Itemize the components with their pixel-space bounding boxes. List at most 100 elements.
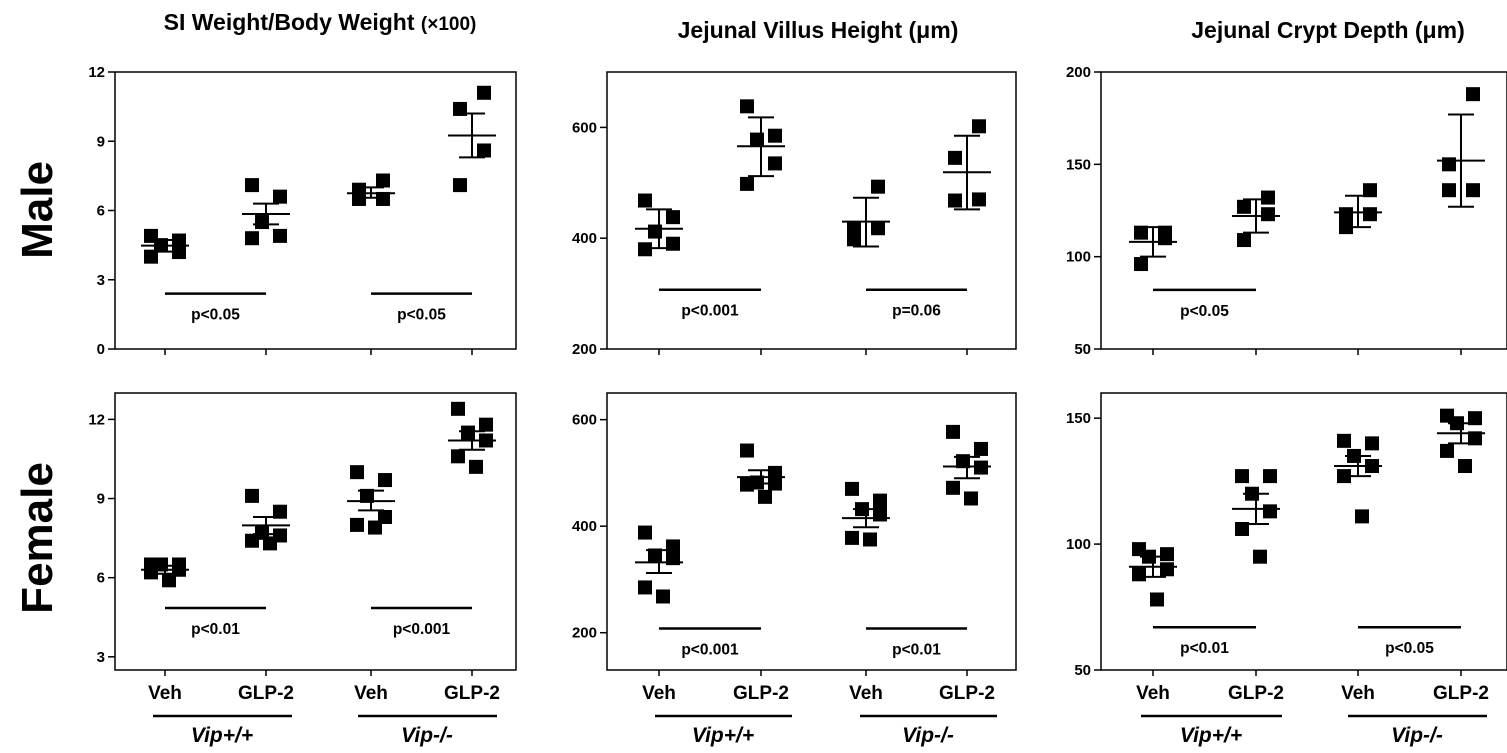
y-tick-label: 200 [572, 625, 597, 642]
data-point [845, 530, 859, 545]
data-point [1237, 199, 1251, 214]
data-point [1337, 469, 1351, 484]
data-point [758, 489, 772, 504]
data-point [1468, 411, 1482, 426]
data-point [1337, 433, 1351, 448]
y-tick-label: 3 [97, 272, 105, 289]
data-point [740, 477, 754, 492]
data-point [144, 565, 158, 580]
data-point [1261, 207, 1275, 222]
data-point [368, 520, 382, 535]
data-point [144, 249, 158, 264]
data-point [245, 178, 259, 193]
chart-panel: 0 3 6 9 12 p<0.05 p<0.05 [88, 64, 517, 358]
data-point [1263, 504, 1277, 519]
genotype-label: Vip+/+ [692, 724, 754, 747]
data-point [847, 221, 861, 236]
y-tick-label: 150 [1066, 410, 1091, 427]
data-point [162, 573, 176, 588]
data-point [964, 491, 978, 506]
data-point [245, 488, 259, 503]
data-point [1134, 225, 1148, 240]
plot-frame [1100, 392, 1507, 671]
data-point [946, 480, 960, 495]
data-point [972, 192, 986, 207]
data-point [1160, 562, 1174, 577]
data-point [768, 156, 782, 171]
category-label: Veh [1341, 683, 1375, 704]
y-tick-label: 400 [572, 518, 597, 535]
data-point [871, 221, 885, 236]
data-point [1237, 233, 1251, 248]
y-tick-label: 50 [1074, 341, 1091, 358]
y-tick-label: 100 [1066, 536, 1091, 553]
category-label: GLP-2 [444, 683, 500, 704]
data-point [1261, 190, 1275, 205]
data-point [263, 536, 277, 551]
data-point [477, 143, 491, 158]
data-point [479, 417, 493, 432]
column-title-si-weight: SI Weight/Body Weight (×100) [164, 9, 477, 35]
data-point [477, 85, 491, 100]
category-label: Veh [148, 683, 182, 704]
data-point [1134, 257, 1148, 272]
y-tick-label: 200 [572, 341, 597, 358]
y-tick-label: 12 [88, 64, 105, 81]
data-point [451, 401, 465, 416]
chart-panel: 50 100 150 200 p<0.05 [1066, 64, 1507, 358]
y-tick-label: 400 [572, 230, 597, 247]
category-label: GLP-2 [1433, 683, 1489, 704]
data-point [948, 150, 962, 165]
p-value-label: p<0.01 [892, 641, 941, 658]
y-tick-label: 9 [97, 133, 105, 150]
data-point [847, 232, 861, 247]
y-tick-label: 600 [572, 412, 597, 429]
plot-frame [114, 392, 517, 671]
data-point [1158, 231, 1172, 246]
p-value-label: p<0.001 [681, 641, 739, 658]
y-tick-label: 9 [97, 491, 105, 508]
category-label: Veh [354, 683, 388, 704]
chart-panel: 3 6 9 12 p<0.01 p<0.001 [88, 392, 517, 676]
data-point [273, 504, 287, 519]
data-point [1458, 459, 1472, 474]
data-point [666, 210, 680, 225]
panel-container: 0 3 6 9 12 p<0.05 p<0.05 200 400 600 p<0.001 p=0.06… [88, 64, 1507, 679]
row-label-male: Male [13, 161, 62, 259]
data-point [245, 533, 259, 548]
data-point [863, 532, 877, 547]
data-point [974, 460, 988, 475]
data-point [245, 231, 259, 246]
p-value-label: p<0.001 [681, 303, 739, 320]
data-point [1440, 443, 1454, 458]
y-tick-label: 600 [572, 119, 597, 136]
data-point [656, 589, 670, 604]
y-tick-label: 50 [1074, 662, 1091, 679]
plot-frame [1100, 71, 1507, 350]
category-label: GLP-2 [238, 683, 294, 704]
data-point [1468, 431, 1482, 446]
data-point [1363, 207, 1377, 222]
data-point [1442, 183, 1456, 198]
data-point [1160, 547, 1174, 562]
data-point [378, 473, 392, 488]
data-point [451, 449, 465, 464]
p-value-label: p<0.01 [1180, 640, 1229, 657]
plot-frame [606, 71, 1017, 350]
category-label: Veh [1136, 683, 1170, 704]
data-point [352, 191, 366, 206]
data-point [376, 191, 390, 206]
genotype-label: Vip+/+ [1180, 724, 1242, 747]
data-point [638, 580, 652, 595]
y-tick-label: 100 [1066, 249, 1091, 266]
data-point [1253, 549, 1267, 564]
data-point [1365, 436, 1379, 451]
row-label-female: Female [13, 462, 62, 614]
y-tick-label: 3 [97, 649, 105, 666]
data-point [974, 441, 988, 456]
data-point [972, 119, 986, 134]
data-point [172, 233, 186, 248]
data-point [273, 189, 287, 204]
data-point [1442, 157, 1456, 172]
